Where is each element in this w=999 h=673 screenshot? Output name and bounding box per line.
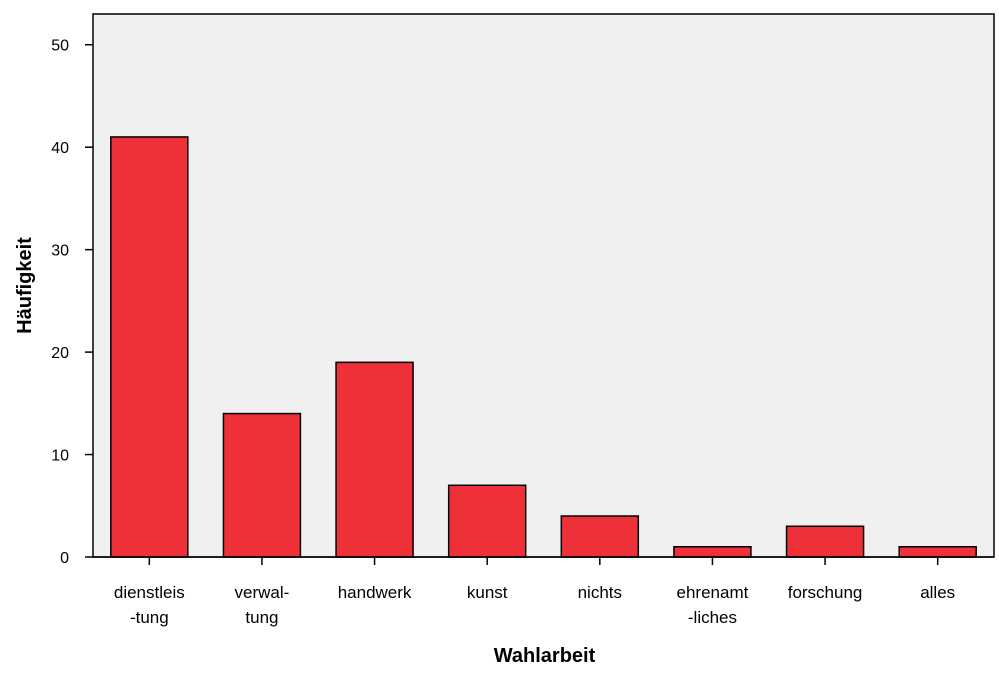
- y-tick-label: 50: [51, 38, 69, 55]
- x-tick-label: nichts: [578, 583, 622, 602]
- y-tick-label: 40: [51, 140, 69, 157]
- x-axis-title: Wahlarbeit: [494, 645, 596, 667]
- x-tick-label: ehrenamt: [677, 583, 749, 602]
- x-tick-label: alles: [920, 583, 955, 602]
- y-axis-title: Häufigkeit: [14, 237, 36, 334]
- x-tick-label: dienstleis: [114, 583, 185, 602]
- x-tick-label: kunst: [467, 583, 508, 602]
- x-tick-label: -liches: [688, 608, 737, 627]
- bar: [447, 484, 527, 558]
- bars: [110, 136, 977, 558]
- y-tick-label: 30: [51, 243, 69, 260]
- bar: [222, 412, 302, 558]
- bar: [560, 515, 640, 558]
- x-tick-label: handwerk: [338, 583, 412, 602]
- x-tick-label: forschung: [788, 583, 863, 602]
- x-axis-ticks: dienstleis -tung verwal-tung handwerk kunst n…: [114, 557, 955, 627]
- x-tick-label: tung: [245, 608, 278, 627]
- bar: [335, 361, 414, 558]
- x-tick-label: -tung: [130, 608, 169, 627]
- bar: [673, 546, 752, 558]
- x-tick-label: verwal-: [235, 583, 290, 602]
- bar: [898, 546, 977, 558]
- y-axis-ticks: 0 10 20 30 40 50: [51, 38, 93, 567]
- bar: [110, 136, 189, 558]
- y-tick-label: 10: [51, 448, 69, 465]
- y-tick-label: 0: [60, 550, 69, 567]
- bar: [785, 525, 865, 558]
- y-tick-label: 20: [51, 345, 69, 362]
